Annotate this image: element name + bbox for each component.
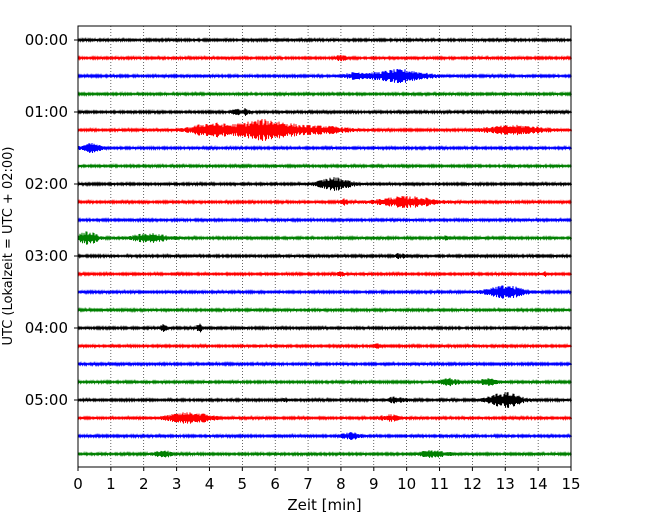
x-axis: 0 1 2 3 4 5 6 7 8 9 10 11 12 13 14 15 bbox=[73, 467, 581, 493]
x-tick-label: 8 bbox=[336, 475, 346, 493]
trace-line bbox=[77, 118, 572, 142]
y-tick-label: 03:00 bbox=[25, 247, 68, 265]
x-tick-label: 4 bbox=[205, 475, 215, 493]
x-tick-label: 7 bbox=[303, 475, 313, 493]
x-tick-label: 15 bbox=[561, 475, 580, 493]
y-tick-label: 00:00 bbox=[25, 31, 68, 49]
trace-line bbox=[77, 377, 572, 387]
trace-line bbox=[77, 90, 572, 98]
x-axis-label: Zeit [min] bbox=[287, 496, 361, 514]
trace-line bbox=[77, 177, 572, 191]
trace-line bbox=[77, 68, 572, 84]
x-tick-label: 3 bbox=[172, 475, 182, 493]
trace-line bbox=[77, 285, 572, 299]
trace-line bbox=[77, 108, 572, 116]
x-tick-label: 0 bbox=[73, 475, 83, 493]
y-tick-label: 04:00 bbox=[25, 319, 68, 337]
y-tick-label: 01:00 bbox=[25, 103, 68, 121]
trace-line bbox=[77, 142, 572, 154]
x-tick-label: 10 bbox=[397, 475, 416, 493]
trace-line bbox=[77, 54, 572, 62]
x-tick-label: 11 bbox=[430, 475, 449, 493]
x-tick-label: 1 bbox=[106, 475, 116, 493]
trace-line bbox=[77, 306, 572, 314]
trace-line bbox=[77, 392, 572, 408]
trace-line bbox=[77, 231, 572, 245]
y-axis: 00:00 01:00 02:00 03:00 04:00 05:00 bbox=[25, 31, 78, 409]
x-tick-label: 14 bbox=[529, 475, 548, 493]
plot-frame bbox=[77, 25, 572, 468]
trace-line bbox=[77, 162, 572, 170]
trace-line bbox=[77, 216, 572, 224]
trace-line bbox=[77, 450, 572, 458]
x-tick-label: 5 bbox=[238, 475, 248, 493]
y-tick-label: 02:00 bbox=[25, 175, 68, 193]
y-axis-label: UTC (Lokalzeit = UTC + 02:00) bbox=[1, 147, 16, 346]
x-tick-label: 12 bbox=[463, 475, 482, 493]
y-tick-label: 05:00 bbox=[25, 391, 68, 409]
traces bbox=[77, 36, 572, 458]
x-tick-label: 9 bbox=[369, 475, 379, 493]
trace-line bbox=[77, 323, 572, 333]
trace-line bbox=[77, 412, 572, 424]
x-tick-label: 6 bbox=[270, 475, 280, 493]
trace-line bbox=[77, 195, 572, 209]
x-tick-label: 13 bbox=[496, 475, 515, 493]
x-tick-label: 2 bbox=[139, 475, 149, 493]
trace-line bbox=[77, 36, 572, 44]
trace-line bbox=[77, 432, 572, 440]
trace-line bbox=[77, 252, 572, 260]
trace-line bbox=[77, 270, 572, 278]
trace-line bbox=[77, 342, 572, 350]
trace-line bbox=[77, 360, 572, 368]
